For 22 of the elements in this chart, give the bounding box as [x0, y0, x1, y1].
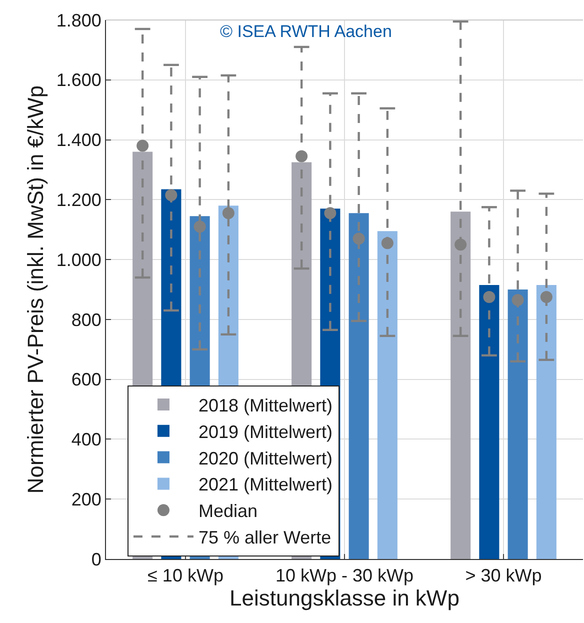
y-tick-label: 0	[91, 549, 102, 570]
legend-label: 75 % aller Werte	[198, 528, 332, 548]
annotation: © ISEA RWTH Aachen	[220, 22, 392, 41]
y-tick-label: 200	[71, 489, 102, 510]
y-tick-label: 1.600	[56, 70, 102, 90]
y-tick-label: 1.400	[56, 130, 102, 150]
legend-label: Median	[198, 501, 258, 522]
y-tick-label: 1.200	[56, 190, 102, 210]
y-tick-label: 600	[71, 370, 102, 390]
legend-label: 2019 (Mittelwert)	[198, 422, 333, 442]
y-tick-label: 1.000	[56, 250, 102, 270]
legend-label: 2020 (Mittelwert)	[198, 448, 333, 468]
x-axis-title: Leistungsklasse in kWp	[230, 586, 460, 611]
y-tick-label: 1.800	[56, 10, 102, 30]
x-tick-label: 10 kWp - 30 kWp	[275, 566, 414, 586]
legend-label: 2018 (Mittelwert)	[198, 396, 333, 416]
x-tick-label: ≤ 10 kWp	[148, 566, 224, 586]
y-tick-label: 400	[71, 430, 102, 450]
y-tick-label: 800	[71, 310, 102, 330]
x-tick-label: > 30 kWp	[465, 566, 542, 586]
legend-label: 2021 (Mittelwert)	[198, 474, 333, 495]
y-axis-title: Normierter PV-Preis (inkl. MwSt) in €/kWp	[23, 85, 48, 494]
